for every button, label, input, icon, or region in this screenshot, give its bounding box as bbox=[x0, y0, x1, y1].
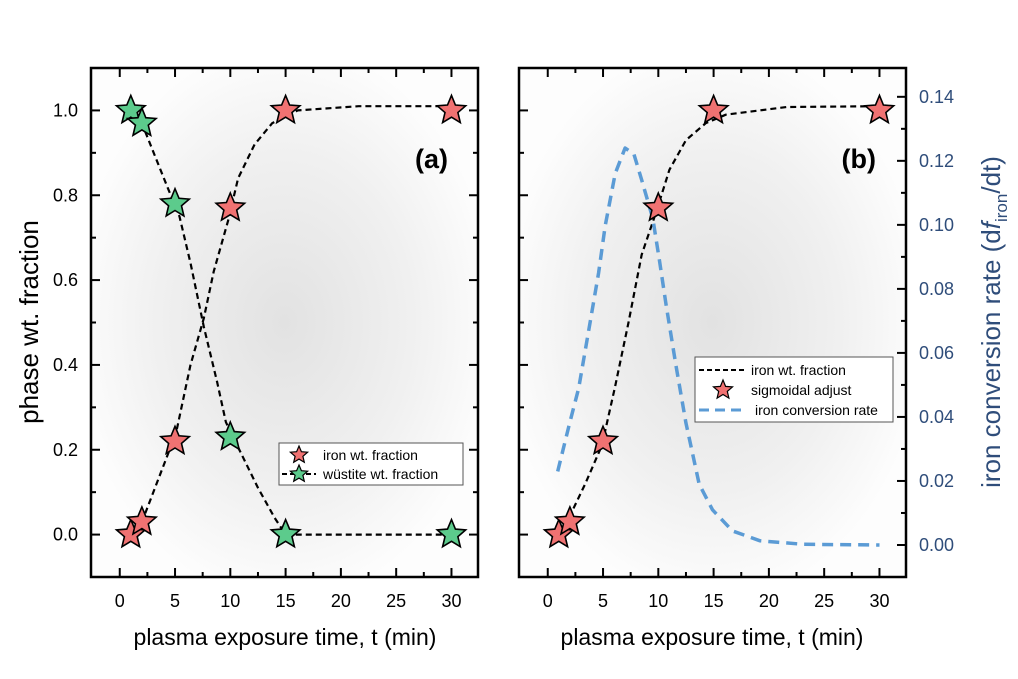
plot-frame bbox=[517, 66, 908, 579]
legend-label: iron wt. fraction bbox=[323, 447, 418, 463]
legend-star-wustite bbox=[288, 463, 310, 483]
right-label-suffix: /dt) bbox=[976, 156, 1006, 194]
right-y-tick-label: 0.04 bbox=[919, 407, 954, 427]
right-y-tick-label: 0.14 bbox=[919, 87, 954, 107]
x-tick-label: 5 bbox=[598, 591, 608, 611]
x-tick-label: 25 bbox=[386, 591, 406, 611]
legend-box bbox=[278, 442, 464, 486]
panel-a-x-axis-label: plasma exposure time, t (min) bbox=[134, 624, 437, 650]
data-point-star bbox=[642, 190, 675, 222]
data-point-star bbox=[863, 93, 896, 125]
data-point-star bbox=[553, 504, 587, 536]
y-tick-label: 0.4 bbox=[53, 355, 78, 375]
x-tick-label: 10 bbox=[648, 591, 668, 611]
y-tick-label: 0.8 bbox=[53, 185, 78, 205]
x-tick-label: 30 bbox=[441, 591, 461, 611]
x-tick-label: 20 bbox=[759, 591, 779, 611]
x-tick-label: 0 bbox=[115, 591, 125, 611]
panel-b: 0 5 10 15 20 25 30 0.00 0.02 0.04 0.06 0.08 0.10 0.12… bbox=[517, 66, 954, 611]
panel-label: (b) bbox=[842, 144, 876, 174]
data-point-star bbox=[214, 419, 247, 451]
legend-label: iron conversion rate bbox=[755, 402, 878, 418]
x-tick-label: 20 bbox=[331, 591, 351, 611]
panel-b-right-y-axis-label: iron conversion rate (dfiron/dt) bbox=[976, 156, 1011, 488]
right-y-tick-label: 0.06 bbox=[919, 343, 954, 363]
fit-line-iron-wt-fraction bbox=[557, 105, 880, 536]
data-point-star bbox=[158, 424, 192, 456]
data-point-star bbox=[125, 105, 159, 137]
plot-background bbox=[519, 68, 906, 577]
right-label-f: f bbox=[976, 219, 1006, 229]
right-y-tick-label: 0.02 bbox=[919, 471, 954, 491]
x-tick-label: 0 bbox=[543, 591, 553, 611]
right-label-prefix: iron conversion rate (d bbox=[976, 229, 1006, 488]
plot-background bbox=[91, 68, 478, 577]
y-tick-label: 0.0 bbox=[53, 525, 78, 545]
y-tick-label: 1.0 bbox=[53, 100, 78, 120]
data-point-star bbox=[269, 517, 302, 549]
data-point-star bbox=[214, 190, 247, 222]
right-label-sub: iron bbox=[992, 194, 1011, 222]
x-tick-label: 10 bbox=[220, 591, 240, 611]
data-point-star bbox=[269, 93, 302, 125]
legend-star-iron bbox=[288, 444, 310, 464]
right-y-tick-label: 0.00 bbox=[919, 535, 954, 555]
plot-frame bbox=[89, 66, 480, 579]
panel-a-y-axis-label: phase wt. fraction bbox=[14, 220, 44, 424]
panel-b-x-axis-label: plasma exposure time, t (min) bbox=[561, 624, 864, 650]
data-point-star bbox=[586, 424, 620, 456]
x-tick-label: 30 bbox=[869, 591, 889, 611]
y-tick-label: 0.2 bbox=[53, 440, 78, 460]
legend-label: sigmoidal adjust bbox=[751, 382, 851, 398]
panel-label: (a) bbox=[415, 144, 448, 174]
fit-line-iron-wt-fraction bbox=[144, 105, 452, 514]
y-tick-label: 0.6 bbox=[53, 270, 78, 290]
legend-label: wüstite wt. fraction bbox=[322, 466, 438, 482]
data-point-star bbox=[435, 93, 468, 125]
right-y-tick-label: 0.12 bbox=[919, 151, 954, 171]
legend-label: iron wt. fraction bbox=[751, 362, 846, 378]
fit-line-w-stite-wt-fraction bbox=[144, 131, 452, 536]
x-tick-label: 25 bbox=[814, 591, 834, 611]
data-point-star bbox=[697, 93, 730, 125]
data-point-star bbox=[125, 504, 159, 536]
right-y-tick-label: 0.08 bbox=[919, 279, 954, 299]
data-point-star bbox=[435, 517, 468, 549]
x-tick-label: 15 bbox=[276, 591, 296, 611]
fit-line-iron-conversion-rate bbox=[556, 146, 880, 547]
right-y-tick-label: 0.10 bbox=[919, 215, 954, 235]
data-point-star bbox=[158, 186, 192, 218]
x-tick-label: 15 bbox=[704, 591, 724, 611]
legend-star-sigmoidal bbox=[712, 378, 734, 400]
panel-a: 0 5 10 15 20 25 30 0.0 0.2 0.4 0.6 0.8 1.0 (a) iron wt… bbox=[53, 66, 480, 611]
x-tick-label: 5 bbox=[170, 591, 180, 611]
